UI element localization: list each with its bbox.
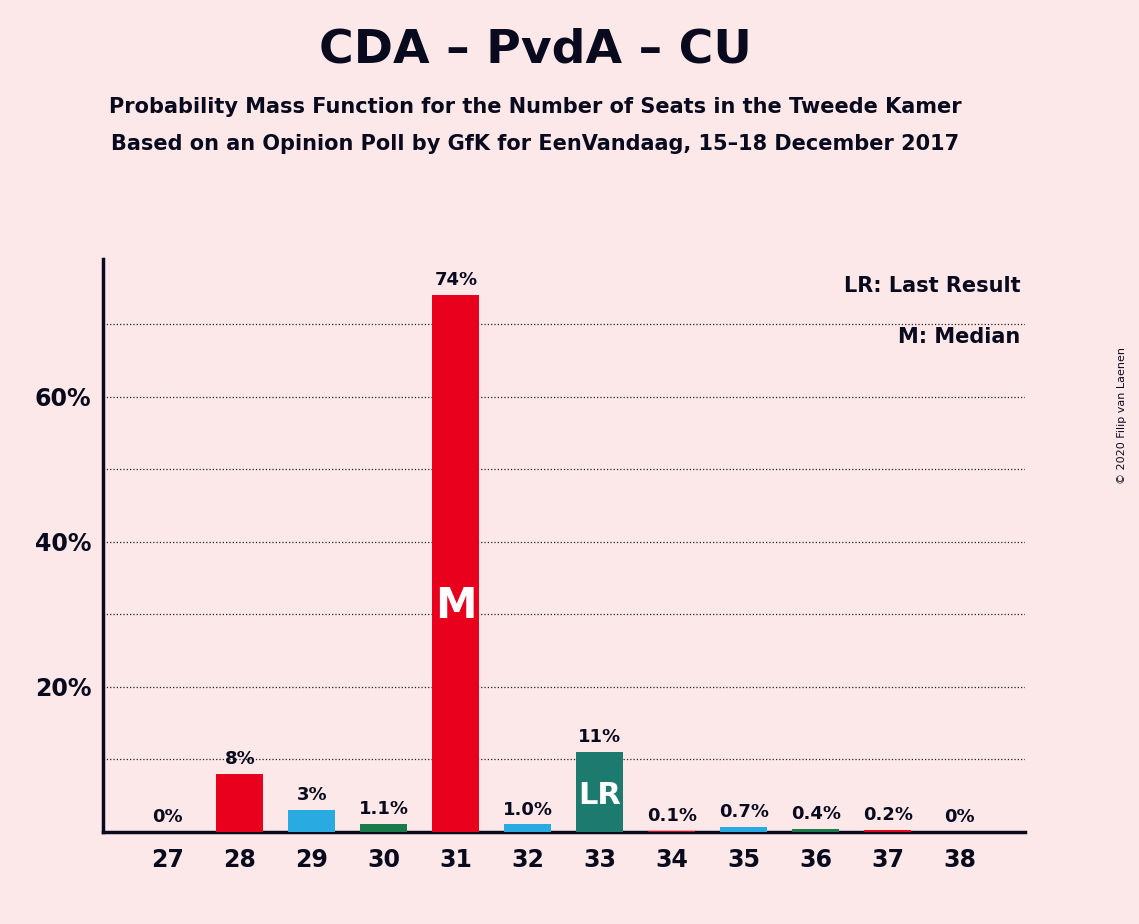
Text: 74%: 74%	[434, 271, 477, 289]
Text: CDA – PvdA – CU: CDA – PvdA – CU	[319, 28, 752, 73]
Text: 0%: 0%	[153, 808, 183, 826]
Bar	[865, 830, 911, 832]
Text: 3%: 3%	[296, 786, 327, 804]
Bar	[720, 827, 768, 832]
Text: 11%: 11%	[579, 728, 622, 746]
Text: 0%: 0%	[944, 808, 975, 826]
Bar	[288, 809, 335, 832]
Text: Based on an Opinion Poll by GfK for EenVandaag, 15–18 December 2017: Based on an Opinion Poll by GfK for EenV…	[112, 134, 959, 154]
Bar	[360, 823, 408, 832]
Text: LR: LR	[579, 781, 621, 810]
Text: 1.0%: 1.0%	[502, 800, 552, 819]
Text: 0.7%: 0.7%	[719, 803, 769, 821]
Text: Probability Mass Function for the Number of Seats in the Tweede Kamer: Probability Mass Function for the Number…	[109, 97, 961, 117]
Text: M: Median: M: Median	[899, 327, 1021, 347]
Bar	[505, 824, 551, 832]
Text: LR: Last Result: LR: Last Result	[844, 276, 1021, 296]
Text: 0.2%: 0.2%	[862, 807, 912, 824]
Text: © 2020 Filip van Laenen: © 2020 Filip van Laenen	[1117, 347, 1126, 484]
Bar	[576, 752, 623, 832]
Text: M: M	[435, 585, 476, 627]
Text: 8%: 8%	[224, 749, 255, 768]
Bar	[793, 829, 839, 832]
Bar	[216, 773, 263, 832]
Text: 0.4%: 0.4%	[790, 805, 841, 823]
Text: 0.1%: 0.1%	[647, 807, 697, 825]
Bar	[433, 295, 480, 832]
Text: 1.1%: 1.1%	[359, 800, 409, 818]
